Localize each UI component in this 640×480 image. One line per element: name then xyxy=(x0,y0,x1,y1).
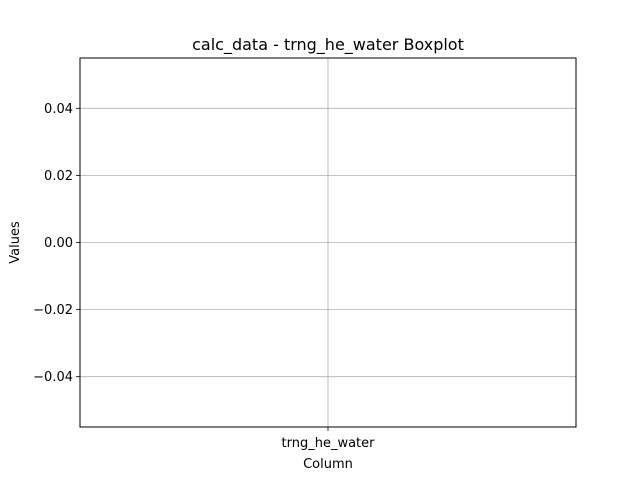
x-tick-label: trng_he_water xyxy=(282,436,376,451)
y-tick-label: 0.02 xyxy=(44,169,73,184)
y-axis-ticks: 0.04 0.02 0.00 −0.02 −0.04 xyxy=(33,102,80,385)
x-axis-ticks: trng_he_water xyxy=(282,427,376,451)
y-tick-label: 0.04 xyxy=(44,102,73,117)
y-tick-label: −0.02 xyxy=(33,303,73,318)
y-axis-label: Values xyxy=(8,221,23,264)
y-tick-label: 0.00 xyxy=(44,236,73,251)
chart-title: calc_data - trng_he_water Boxplot xyxy=(192,35,464,55)
x-axis-label: Column xyxy=(303,457,353,472)
grid xyxy=(80,58,576,427)
y-tick-label: −0.04 xyxy=(33,370,73,385)
